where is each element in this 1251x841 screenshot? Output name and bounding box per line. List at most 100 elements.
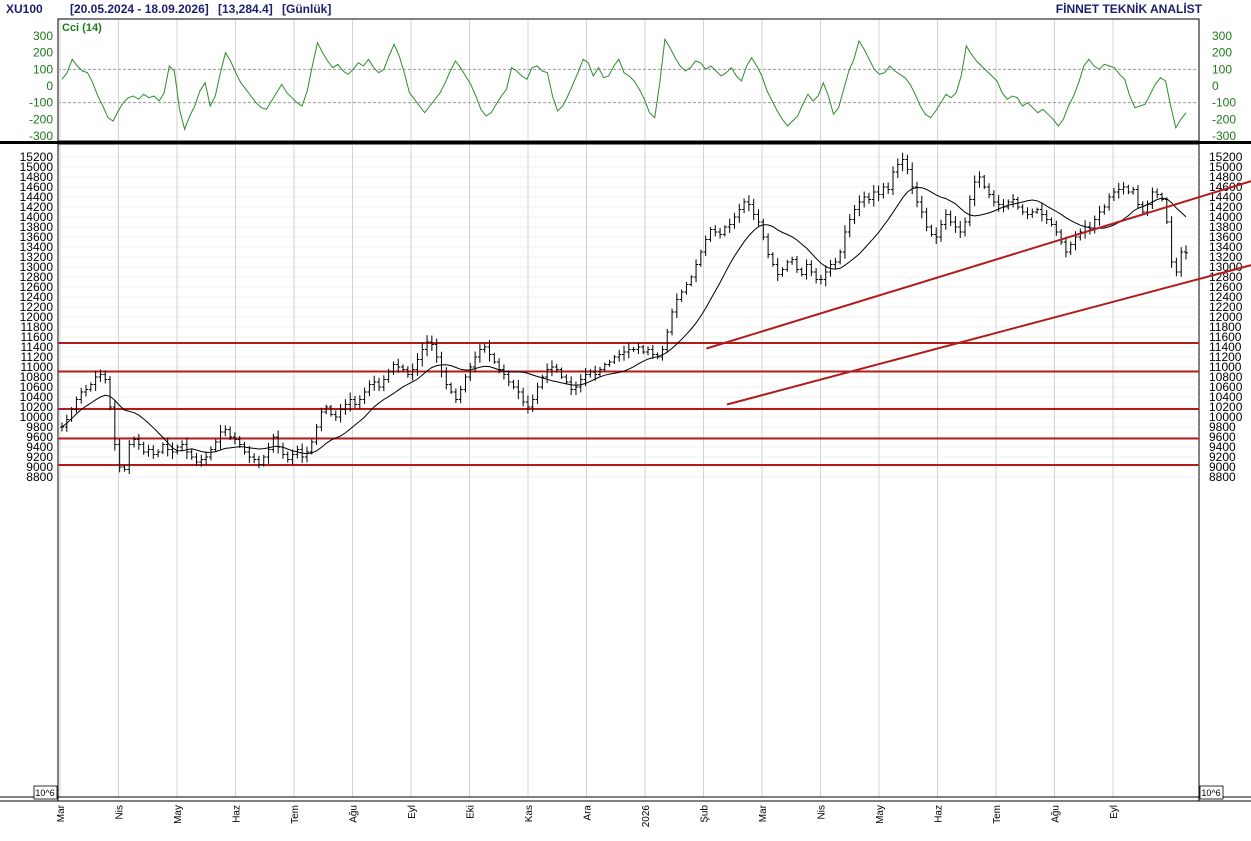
cci-tick-label-left: 100: [33, 62, 53, 76]
last-value-label: [13,284.4]: [218, 2, 273, 16]
month-label: Mar: [56, 804, 67, 822]
price-panel-frame: [57, 143, 1200, 802]
price-tick-label-left: 11800: [21, 320, 54, 334]
price-tick-label-right: 11400: [1209, 340, 1242, 354]
scale-box-right: [1199, 785, 1224, 800]
price-tick-label-left: 11600: [21, 330, 54, 344]
cci-tick-label-right: 0: [1212, 79, 1219, 93]
price-tick-label-right: 12400: [1209, 290, 1243, 304]
cci-grid: [58, 20, 1199, 140]
horizontal-levels: [58, 342, 1199, 466]
panel-separator: [0, 141, 1251, 144]
month-label: Eki: [466, 805, 477, 819]
price-tick-label-left: 9000: [26, 460, 53, 474]
price-tick-label-left: 13400: [20, 240, 54, 254]
price-tick-label-right: 12000: [1209, 310, 1243, 324]
price-tick-label-right: 9200: [1209, 450, 1236, 464]
trend-lines: [706, 180, 1251, 406]
cci-tick-label-right: -100: [1212, 96, 1236, 110]
price-tick-label-left: 9600: [26, 430, 53, 444]
symbol-label: XU100: [6, 2, 43, 16]
month-label: Haz: [232, 805, 243, 823]
month-label: Şub: [700, 805, 711, 823]
cci-tick-label-right: 100: [1212, 62, 1232, 76]
month-label: 2026: [641, 805, 652, 828]
cci-tick-label-right: -300: [1212, 129, 1236, 143]
cci-panel-frame: [57, 18, 1200, 142]
price-tick-label-right: 14000: [1209, 210, 1243, 224]
x-axis-month-labels: Mar Nis May Haz Tem Ağu Eyl Eki Kas Ara 2026 Şub Mar…: [56, 804, 1120, 827]
price-tick-label-left: 11200: [21, 350, 54, 364]
price-tick-label-left: 9400: [26, 440, 53, 454]
price-tick-label-left: 10000: [20, 410, 54, 424]
cci-title: Cci (14): [62, 22, 102, 34]
price-tick-label-left: 10600: [20, 380, 54, 394]
scale-box-left: [33, 785, 58, 800]
brand-label: FİNNET TEKNİK ANALİST: [1056, 1, 1203, 16]
price-tick-label-left: 11000: [21, 360, 54, 374]
price-tick-label-right: 9600: [1209, 430, 1236, 444]
price-tick-label-right: 12600: [1209, 280, 1243, 294]
price-tick-label-left: 14200: [20, 200, 54, 214]
cci-tick-label-left: -300: [29, 129, 53, 143]
month-label: Eyl: [407, 805, 418, 819]
price-tick-label-right: 10800: [1209, 370, 1243, 384]
trend-line: [726, 264, 1251, 406]
price-grid: [58, 145, 1199, 797]
cci-tick-label-left: 300: [33, 29, 53, 43]
price-tick-label-right: 14200: [1209, 200, 1243, 214]
cci-tick-label-left: 0: [46, 79, 53, 93]
price-tick-label-left: 14600: [20, 180, 54, 194]
price-tick-label-right: 11200: [1209, 350, 1242, 364]
price-tick-label-right: 13800: [1209, 220, 1243, 234]
price-tick-label-left: 15200: [20, 150, 54, 164]
price-tick-label-right: 12200: [1209, 300, 1243, 314]
price-tick-label-left: 14000: [20, 210, 54, 224]
month-label: May: [875, 805, 886, 824]
price-tick-label-left: 14800: [20, 170, 54, 184]
price-tick-label-right: 9400: [1209, 440, 1236, 454]
price-tick-label-right: 14800: [1209, 170, 1243, 184]
price-tick-label-left: 9200: [26, 450, 53, 464]
month-label: Ağu: [1051, 805, 1062, 823]
month-label: Mar: [758, 804, 769, 822]
price-tick-label-left: 12800: [20, 270, 54, 284]
price-tick-label-right: 9800: [1209, 420, 1236, 434]
price-tick-label-left: 11400: [21, 340, 54, 354]
price-tick-label-left: 12600: [20, 280, 54, 294]
month-label: May: [173, 805, 184, 824]
cci-tick-label-left: 200: [33, 46, 53, 60]
month-label: Ağu: [349, 805, 360, 823]
price-tick-label-right: 11800: [1209, 320, 1242, 334]
cci-tick-label-right: -200: [1212, 112, 1236, 126]
price-tick-label-right: 14400: [1209, 190, 1243, 204]
price-tick-label-right: 13200: [1209, 250, 1243, 264]
price-tick-label-right: 11000: [1209, 360, 1242, 374]
price-tick-label-left: 14400: [20, 190, 54, 204]
price-tick-label-right: 13600: [1209, 230, 1243, 244]
price-tick-label-left: 10200: [20, 400, 54, 414]
month-label: Nis: [115, 805, 126, 819]
price-tick-label-left: 15000: [20, 160, 54, 174]
month-label: Ara: [583, 805, 594, 821]
cci-tick-label-left: -200: [29, 112, 53, 126]
price-tick-label-left: 8800: [26, 470, 53, 484]
price-bars: [60, 152, 1188, 474]
price-tick-label-right: 10200: [1209, 400, 1243, 414]
month-label: Haz: [934, 805, 945, 823]
price-tick-label-left: 13000: [20, 260, 54, 274]
scale-label-right: 10^6: [1201, 788, 1220, 798]
month-label: Eyl: [1109, 805, 1120, 819]
price-tick-label-left: 9800: [26, 420, 53, 434]
price-tick-label-left: 13200: [20, 250, 54, 264]
period-label: [Günlük]: [282, 2, 331, 16]
price-tick-label-left: 13800: [20, 220, 54, 234]
price-tick-label-right: 15000: [1209, 160, 1243, 174]
price-tick-label-right: 10000: [1209, 410, 1243, 424]
price-tick-label-right: 11600: [1209, 330, 1242, 344]
price-tick-label-right: 10600: [1209, 380, 1243, 394]
price-tick-label-right: 15200: [1209, 150, 1243, 164]
month-label: Kas: [524, 805, 535, 822]
